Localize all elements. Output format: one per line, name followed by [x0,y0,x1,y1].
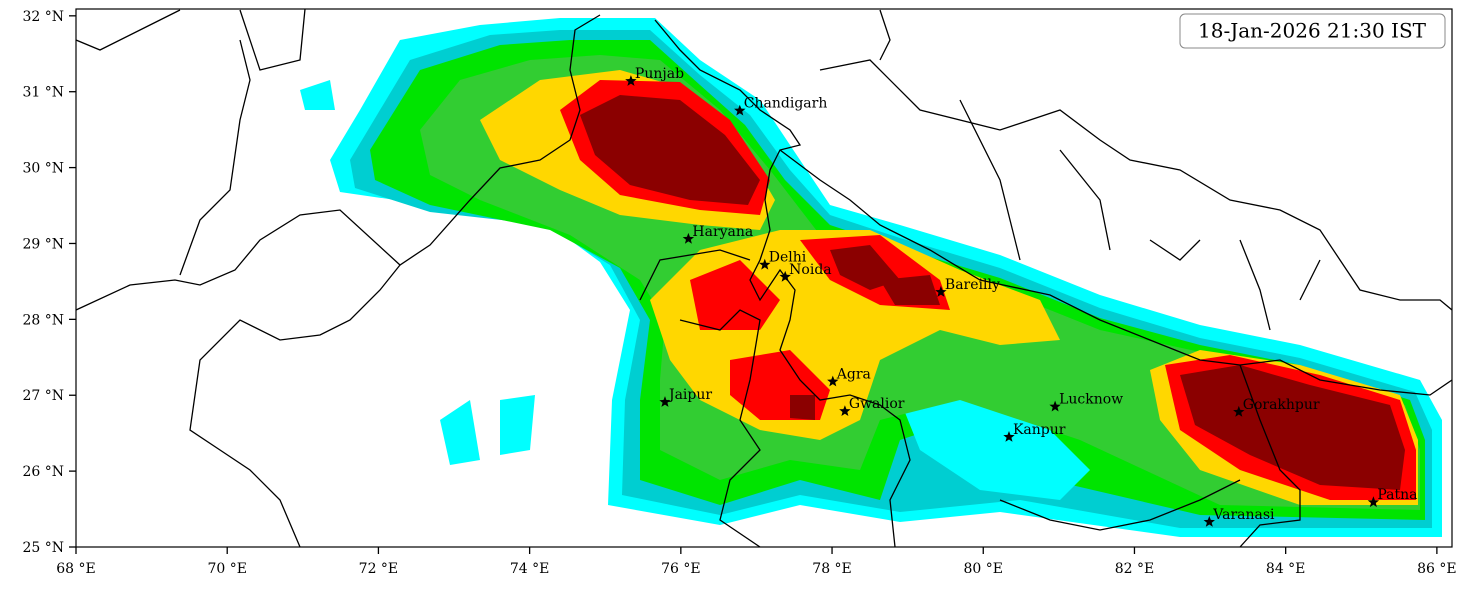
city-label: Gwalior [849,396,905,412]
border [179,39,251,276]
border [819,59,1452,311]
city-marker [779,270,791,282]
city-marker [1367,496,1380,508]
y-tick-label: 27 °N [22,388,64,404]
x-tick-label: 84 °E [1266,561,1305,577]
border [76,14,601,311]
borders [76,9,1452,547]
city-label: Lucknow [1059,392,1123,408]
x-tick-label: 70 °E [207,561,246,577]
city-marker [827,375,839,387]
y-tick-label: 32 °N [22,9,64,25]
y-tick-label: 29 °N [22,236,64,252]
border [999,364,1301,547]
plot-frame [75,8,1453,548]
x-tick-label: 78 °E [812,561,851,577]
rain-cyan [300,80,535,465]
city-marker [625,75,637,86]
y-tick-label: 28 °N [22,312,64,328]
border [779,149,1452,396]
x-tick-label: 74 °E [510,561,549,577]
border [654,19,911,547]
rain-cyan-hole [900,390,1090,500]
x-tick-label: 68 °E [56,561,95,577]
city-marker [1049,400,1061,412]
x-tick-label: 80 °E [964,561,1003,577]
y-tick-label: 26 °N [22,464,64,480]
city-label: Delhi [769,250,807,266]
city-marker [659,396,671,407]
city-label: Bareilly [945,277,1000,293]
rain-field [300,18,1442,537]
y-tick-label: 30 °N [22,161,64,177]
city-marker [1233,405,1245,417]
city-label: Haryana [692,224,753,240]
y-tick-label: 31 °N [22,85,64,101]
city-marker [682,232,695,244]
city-label: Noida [789,262,831,278]
city-marker [839,405,851,416]
city-label: Varanasi [1212,507,1275,523]
city-label: Gorakhpur [1243,397,1320,413]
city-label: Chandigarh [744,96,828,112]
city-label: Jaipur [667,387,712,403]
timestamp: 18-Jan-2026 21:30 IST [1198,19,1427,43]
border [189,264,401,547]
x-tick-label: 72 °E [359,561,398,577]
border [76,9,306,71]
city-marker [1003,431,1015,442]
city-marker [935,286,947,297]
city-label: Punjab [635,66,684,82]
border [879,9,1321,331]
x-tick-label: 76 °E [661,561,700,577]
city-marker [734,104,746,116]
city-label: Patna [1377,487,1417,503]
city-marker [759,258,771,270]
y-tick-label: 25 °N [22,540,64,556]
city-label: Agra [836,367,871,383]
timestamp-box [1179,13,1446,49]
border [639,249,761,547]
x-tick-label: 86 °E [1417,561,1456,577]
x-tick-label: 82 °E [1115,561,1154,577]
city-marker [1203,516,1215,527]
city-label: Kanpur [1013,422,1066,438]
rain-darkred [580,95,1405,490]
